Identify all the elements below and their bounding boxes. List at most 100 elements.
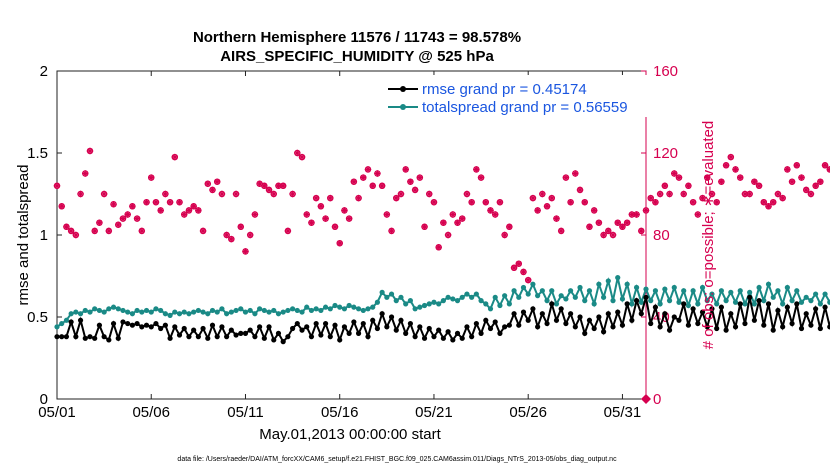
obs-evaluated-marker bbox=[67, 227, 75, 235]
spread-point bbox=[167, 312, 173, 318]
spread-point bbox=[652, 288, 659, 294]
obs-evaluated-marker bbox=[765, 203, 772, 210]
spread-point bbox=[181, 309, 187, 315]
spread-point bbox=[421, 302, 428, 309]
spread-point bbox=[87, 309, 93, 315]
obs-evaluated-marker bbox=[680, 190, 687, 198]
spread-point bbox=[322, 304, 329, 310]
obs-evaluated-marker bbox=[223, 231, 230, 239]
obs-evaluated-marker bbox=[525, 276, 532, 284]
spread-point bbox=[761, 298, 767, 304]
spread-point bbox=[704, 298, 710, 304]
obs-evaluated-marker bbox=[430, 199, 438, 206]
obs-evaluated-marker bbox=[256, 180, 263, 187]
spread-point bbox=[299, 309, 305, 315]
rmse-point bbox=[454, 330, 461, 336]
rmse-point bbox=[68, 319, 74, 325]
spread-point bbox=[68, 311, 74, 317]
y-left-tick-label: 1 bbox=[40, 227, 48, 244]
obs-evaluated-marker bbox=[228, 235, 235, 243]
obs-evaluated-marker bbox=[463, 190, 471, 198]
obs-evaluated-marker bbox=[96, 219, 103, 226]
data-file-footnote: data file: /Users/raeder/DAI/ATM_forcXX/… bbox=[177, 456, 617, 463]
obs-evaluated-marker bbox=[374, 170, 381, 177]
rmse-point bbox=[808, 322, 814, 328]
obs-evaluated-marker bbox=[435, 244, 442, 251]
spread-point bbox=[544, 298, 550, 304]
obs-evaluated-marker bbox=[590, 207, 598, 214]
obs-evaluated-marker bbox=[77, 190, 84, 198]
obs-evaluated-marker bbox=[242, 248, 249, 255]
spread-point bbox=[714, 301, 720, 307]
spread-point bbox=[417, 304, 423, 310]
spread-point bbox=[101, 309, 107, 315]
spread-point bbox=[709, 291, 715, 297]
obs-evaluated-marker bbox=[214, 178, 221, 185]
obs-evaluated-marker bbox=[284, 227, 292, 235]
rmse-point bbox=[195, 334, 201, 340]
obs-evaluated-marker bbox=[727, 153, 735, 161]
spread-point bbox=[690, 288, 696, 294]
obs-evaluated-marker bbox=[383, 211, 391, 218]
rmse-point bbox=[332, 322, 338, 328]
obs-evaluated-marker bbox=[741, 190, 749, 198]
obs-evaluated-marker bbox=[369, 182, 376, 189]
rmse-point bbox=[304, 324, 310, 330]
rmse-point bbox=[440, 335, 446, 341]
obs-evaluated-marker bbox=[699, 194, 706, 202]
spread-point bbox=[139, 309, 145, 315]
obs-evaluated-marker bbox=[548, 194, 555, 202]
legend-box bbox=[388, 75, 656, 117]
rmse-point bbox=[290, 325, 296, 332]
obs-evaluated-marker bbox=[411, 186, 419, 194]
y-right-tick-label: 0 bbox=[653, 391, 661, 408]
obs-evaluated-marker bbox=[572, 170, 579, 177]
obs-evaluated-marker bbox=[638, 227, 645, 235]
spread-point bbox=[172, 309, 178, 315]
obs-evaluated-marker bbox=[652, 199, 659, 206]
spread-point bbox=[643, 286, 649, 292]
rmse-point bbox=[784, 304, 790, 310]
rmse-point bbox=[407, 320, 413, 327]
spread-point bbox=[464, 291, 470, 297]
x-tick-label: 05/06 bbox=[132, 404, 170, 421]
obs-evaluated-marker bbox=[279, 182, 287, 189]
obs-evaluated-marker bbox=[609, 231, 617, 239]
obs-evaluated-marker bbox=[440, 219, 447, 226]
obs-evaluated-marker bbox=[619, 223, 626, 230]
obs-evaluated-marker bbox=[812, 182, 819, 189]
rmse-point bbox=[299, 327, 305, 333]
rmse-point bbox=[596, 314, 602, 320]
obs-evaluated-marker bbox=[704, 174, 711, 181]
x-axis-label: May.01,2013 00:00:00 start bbox=[259, 426, 441, 443]
rmse-point bbox=[148, 324, 154, 330]
obs-evaluated-marker bbox=[553, 215, 560, 222]
rmse-point bbox=[120, 319, 126, 325]
spread-point bbox=[257, 306, 263, 312]
rmse-point bbox=[695, 320, 701, 327]
spread-point bbox=[497, 302, 503, 309]
spread-point bbox=[624, 281, 630, 287]
obs-evaluated-marker bbox=[817, 178, 824, 185]
rmse-point bbox=[643, 294, 649, 300]
spread-point bbox=[360, 307, 366, 314]
spread-point bbox=[426, 301, 432, 307]
rmse-point bbox=[652, 304, 659, 310]
spread-point bbox=[586, 288, 593, 294]
y-left-tick-label: 0.5 bbox=[27, 309, 48, 326]
rmse-point bbox=[219, 324, 225, 330]
rmse-point bbox=[699, 309, 706, 315]
obs-evaluated-marker bbox=[576, 186, 584, 194]
spread-point bbox=[619, 296, 626, 302]
spread-point bbox=[633, 284, 640, 291]
obs-evaluated-marker bbox=[322, 215, 329, 222]
rmse-point bbox=[798, 325, 805, 332]
rmse-point bbox=[242, 330, 249, 336]
obs-evaluated-marker bbox=[162, 190, 169, 198]
rmse-point bbox=[261, 335, 267, 341]
obs-evaluated-marker bbox=[298, 153, 306, 161]
rmse-point bbox=[709, 306, 715, 312]
spread-point bbox=[209, 307, 216, 314]
rmse-point bbox=[718, 304, 724, 310]
obs-evaluated-marker bbox=[543, 203, 551, 210]
